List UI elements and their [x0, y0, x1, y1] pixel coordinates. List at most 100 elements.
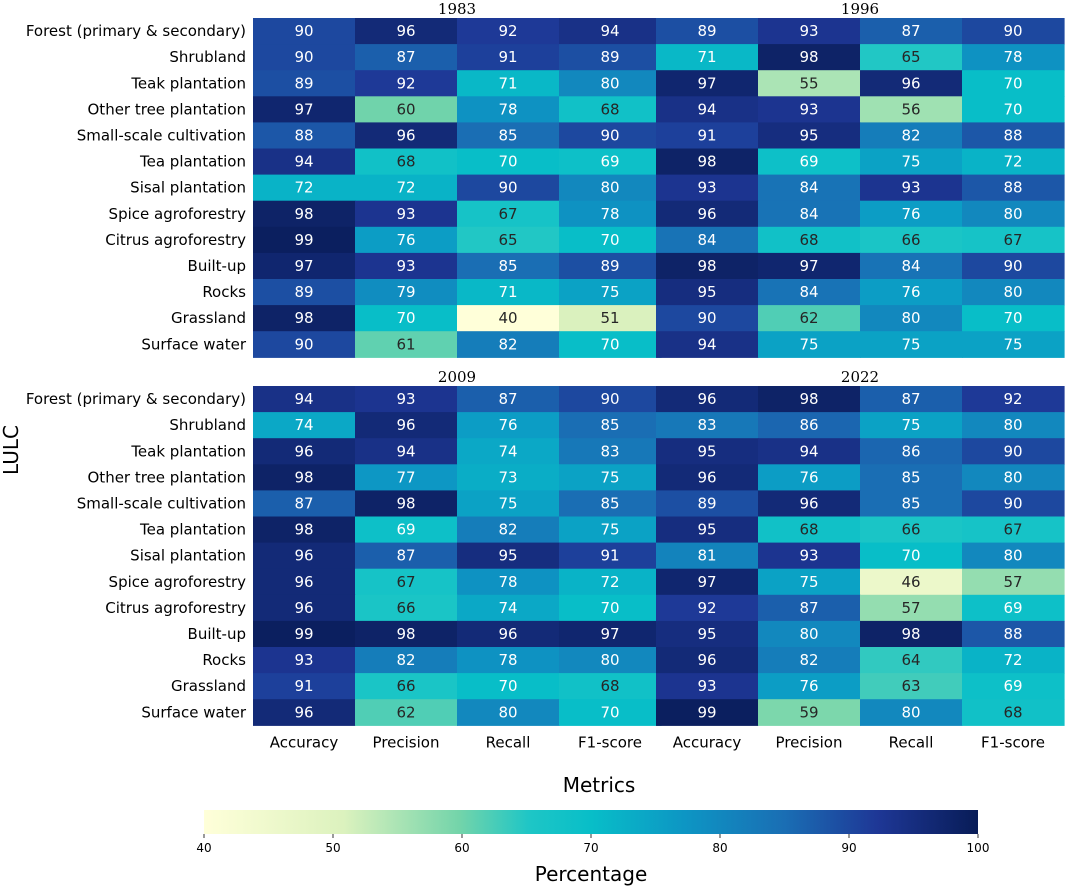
heatmap-cell: [253, 647, 356, 674]
cell-value-label: 85: [498, 257, 517, 275]
heatmap-cell: [860, 200, 963, 228]
cell-value-label: 56: [901, 100, 920, 118]
cell-value-label: 80: [600, 179, 619, 197]
row-label: Surface water: [141, 703, 246, 721]
row-label: Citrus agroforestry: [105, 231, 246, 249]
cell-value-label: 85: [901, 494, 920, 512]
cell-value-label: 99: [294, 231, 313, 249]
heatmap-cell: [758, 620, 861, 648]
row-label: Small-scale cultivation: [77, 126, 246, 144]
heatmap-cell: [758, 542, 861, 570]
cell-value-label: 72: [294, 179, 313, 197]
cell-value-label: 96: [697, 205, 716, 223]
cell-value-label: 76: [498, 416, 517, 434]
cell-value-label: 92: [396, 74, 415, 92]
cell-value-label: 76: [901, 283, 920, 301]
cell-value-label: 57: [901, 599, 920, 617]
panel-2009: 2009 94 93 87 90 74 96 76 85 96 94 74 83 98 77 73 75 87 98…: [253, 368, 662, 726]
cell-value-label: 98: [396, 625, 415, 643]
cell-value-label: 93: [396, 257, 415, 275]
heatmap-cell: [962, 279, 1065, 306]
heatmap-cell: [758, 516, 861, 544]
cell-value-label: 96: [396, 416, 415, 434]
heatmap-cell: [559, 647, 662, 674]
heatmap-cell: [860, 96, 963, 123]
column-label: Precision: [776, 733, 843, 751]
heatmap-cell: [656, 331, 759, 358]
cell-value-label: 92: [1003, 390, 1022, 408]
heatmap-cell: [559, 386, 662, 413]
heatmap-cell: [656, 412, 759, 439]
cell-value-label: 80: [498, 703, 517, 721]
heatmap-cell: [559, 226, 662, 254]
heatmap-cell: [758, 386, 861, 413]
heatmap-cell: [860, 70, 963, 97]
cell-value-label: 78: [498, 100, 517, 118]
cell-value-label: 88: [294, 126, 313, 144]
cell-value-label: 84: [799, 283, 818, 301]
cell-value-label: 70: [600, 599, 619, 617]
cell-value-label: 66: [396, 677, 415, 695]
heatmap-cell: [962, 252, 1065, 280]
cell-value-label: 90: [294, 335, 313, 353]
heatmap-cell: [656, 647, 759, 674]
cell-value-label: 70: [498, 677, 517, 695]
cell-value-label: 90: [697, 309, 716, 327]
heatmap-cell: [355, 174, 458, 202]
heatmap-cell: [559, 412, 662, 439]
heatmap-cell: [962, 594, 1065, 622]
heatmap-cell: [656, 673, 759, 700]
heatmap-cell: [559, 490, 662, 518]
cell-value-label: 70: [600, 231, 619, 249]
cell-value-label: 98: [697, 153, 716, 171]
cell-value-label: 82: [498, 335, 517, 353]
heatmap-cell: [559, 673, 662, 700]
heatmap-cell: [253, 594, 356, 622]
cell-value-label: 66: [901, 231, 920, 249]
cell-value-label: 80: [799, 625, 818, 643]
cell-value-label: 93: [697, 677, 716, 695]
row-label: Spice agroforestry: [109, 573, 247, 591]
heatmap-cell: [962, 331, 1065, 358]
heatmap-cell: [355, 96, 458, 123]
cell-value-label: 94: [799, 442, 818, 460]
heatmap-cell: [860, 226, 963, 254]
heatmap-cell: [962, 70, 1065, 97]
heatmap-cell: [962, 305, 1065, 332]
cell-value-label: 86: [799, 416, 818, 434]
heatmap-cell: [758, 412, 861, 439]
cell-value-label: 96: [294, 573, 313, 591]
cell-value-label: 74: [498, 442, 517, 460]
heatmap-cell: [860, 568, 963, 596]
cell-value-label: 80: [901, 309, 920, 327]
heatmap-cell: [860, 44, 963, 71]
cell-value-label: 75: [901, 153, 920, 171]
heatmap-cell: [860, 122, 963, 150]
heatmap-cell: [860, 18, 963, 45]
cell-value-label: 94: [294, 390, 313, 408]
cell-value-label: 62: [396, 703, 415, 721]
cell-value-label: 80: [1003, 205, 1022, 223]
panel-title: 2022: [841, 368, 879, 386]
heatmap-cell: [962, 226, 1065, 254]
cell-value-label: 87: [396, 547, 415, 565]
colorbar-tick-label: 100: [967, 841, 990, 855]
heatmap-cell: [457, 148, 560, 176]
cell-value-label: 77: [396, 468, 415, 486]
heatmap-cell: [860, 647, 963, 674]
row-label: Shrubland: [169, 48, 246, 66]
heatmap-cell: [457, 594, 560, 622]
cell-value-label: 70: [600, 335, 619, 353]
heatmap-cell: [355, 542, 458, 570]
heatmap-cell: [860, 305, 963, 332]
heatmap-cell: [253, 438, 356, 465]
cell-value-label: 40: [498, 309, 517, 327]
heatmap-cell: [656, 174, 759, 202]
heatmap-cell: [355, 464, 458, 491]
row-label: Citrus agroforestry: [105, 599, 246, 617]
cell-value-label: 67: [1003, 521, 1022, 539]
heatmap-cell: [253, 174, 356, 202]
cell-value-label: 62: [799, 309, 818, 327]
heatmap-cell: [860, 148, 963, 176]
heatmap-cell: [457, 279, 560, 306]
